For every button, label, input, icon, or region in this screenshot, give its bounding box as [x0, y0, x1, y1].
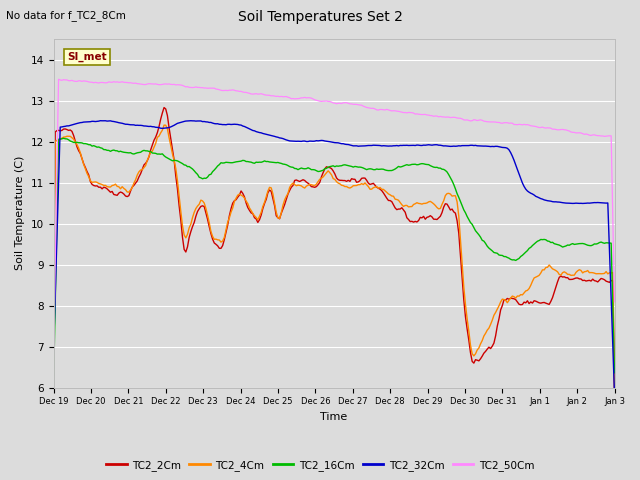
TC2_2Cm [175, 203, 183, 208]
TC2_50Cm [50, 354, 58, 360]
TC2_4Cm [510, 294, 518, 300]
TC2_4Cm [160, 122, 168, 128]
TC2_50Cm [175, 82, 183, 88]
TC2_16Cm [517, 253, 525, 259]
TC2_50Cm [54, 76, 62, 82]
TC2_2Cm [160, 105, 168, 110]
TC2_16Cm [56, 136, 64, 142]
Line: TC2_2Cm: TC2_2Cm [54, 108, 614, 397]
TC2_50Cm [510, 121, 518, 127]
TC2_2Cm [56, 128, 64, 134]
TC2_4Cm [611, 391, 618, 396]
TC2_2Cm [219, 243, 227, 249]
TC2_50Cm [517, 121, 525, 127]
Y-axis label: Soil Temperature (C): Soil Temperature (C) [15, 156, 25, 270]
TC2_32Cm [611, 391, 618, 397]
Legend: TC2_2Cm, TC2_4Cm, TC2_16Cm, TC2_32Cm, TC2_50Cm: TC2_2Cm, TC2_4Cm, TC2_16Cm, TC2_32Cm, TC… [102, 456, 538, 475]
Text: No data for f_TC2_8Cm: No data for f_TC2_8Cm [6, 10, 126, 21]
TC2_2Cm [50, 297, 58, 302]
Line: TC2_32Cm: TC2_32Cm [54, 120, 614, 394]
TC2_4Cm [366, 186, 374, 192]
TC2_2Cm [510, 296, 518, 301]
TC2_2Cm [366, 181, 374, 187]
TC2_16Cm [60, 135, 67, 141]
Line: TC2_4Cm: TC2_4Cm [54, 125, 614, 394]
TC2_50Cm [58, 77, 66, 83]
TC2_16Cm [219, 160, 227, 166]
TC2_4Cm [517, 292, 525, 298]
TC2_32Cm [175, 120, 183, 126]
X-axis label: Time: Time [321, 412, 348, 422]
TC2_32Cm [50, 349, 58, 355]
TC2_4Cm [50, 303, 58, 309]
TC2_32Cm [510, 157, 518, 163]
TC2_50Cm [611, 299, 618, 305]
Text: Soil Temperatures Set 2: Soil Temperatures Set 2 [237, 10, 403, 24]
TC2_16Cm [50, 384, 58, 389]
TC2_2Cm [611, 395, 618, 400]
Text: SI_met: SI_met [68, 52, 107, 62]
TC2_2Cm [517, 302, 525, 308]
TC2_16Cm [175, 159, 183, 165]
TC2_4Cm [175, 193, 183, 199]
TC2_32Cm [366, 143, 374, 148]
TC2_16Cm [510, 257, 518, 263]
TC2_4Cm [56, 137, 64, 143]
TC2_32Cm [56, 124, 64, 130]
TC2_32Cm [517, 176, 525, 181]
TC2_16Cm [366, 166, 374, 172]
TC2_16Cm [611, 370, 618, 376]
Line: TC2_50Cm: TC2_50Cm [54, 79, 614, 357]
Line: TC2_16Cm: TC2_16Cm [54, 138, 614, 386]
TC2_50Cm [366, 105, 374, 111]
TC2_32Cm [219, 122, 227, 128]
TC2_32Cm [97, 118, 104, 123]
TC2_50Cm [219, 88, 227, 94]
TC2_4Cm [219, 238, 227, 244]
